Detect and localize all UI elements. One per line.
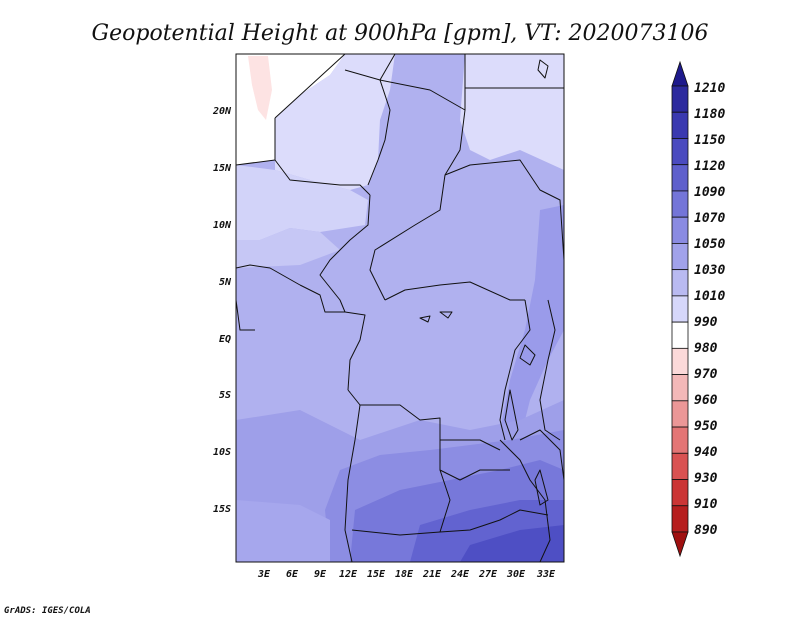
colorbar-segment <box>671 216 689 244</box>
colorbar-segment <box>671 243 689 271</box>
colorbar-label: 1090 <box>694 185 725 200</box>
lakes <box>419 59 549 506</box>
field-sahel-pale <box>236 228 340 268</box>
colorbar-label: 940 <box>694 445 718 460</box>
colorbar-label: 1030 <box>694 263 725 278</box>
lon-label-6E: 6E <box>286 569 299 580</box>
lon-label-30E: 30E <box>506 569 526 580</box>
colorbar-label: 970 <box>694 367 718 382</box>
colorbar-label: 1150 <box>694 133 725 148</box>
colorbar-segment <box>671 164 689 192</box>
colorbar-segment <box>671 269 689 297</box>
field-north-pale-east <box>460 54 564 170</box>
lon-label-21E: 21E <box>422 569 442 580</box>
lon-axis: 3E 6E 9E 12E 15E 18E 21E 24E 27E 30E 33E <box>257 569 556 580</box>
colorbar-label: 1050 <box>694 237 725 252</box>
lat-label-5S: 5S <box>219 390 231 401</box>
colorbar-label: 1120 <box>694 159 725 174</box>
colorbar-label: 1180 <box>694 107 725 122</box>
colorbar-label: 960 <box>694 393 718 408</box>
colorbar-segment <box>671 295 689 323</box>
colorbar-label: 910 <box>694 497 718 512</box>
lat-label-15N: 15N <box>213 163 232 174</box>
colorbar-label: 980 <box>694 341 718 356</box>
field-east-highland <box>500 205 564 440</box>
colorbar-label: 890 <box>694 523 718 538</box>
map-frame <box>235 53 565 563</box>
credit-text: GrADS: IGES/COLA <box>4 606 91 616</box>
lon-label-9E: 9E <box>314 569 327 580</box>
field-pink-spot <box>248 56 272 120</box>
field-south-5 <box>460 525 564 562</box>
lat-axis: 20N 15N 10N 5N EQ 5S 10S 15S <box>212 106 232 515</box>
field-west-pale <box>236 165 368 240</box>
lon-label-18E: 18E <box>395 569 414 580</box>
colorbar-segment <box>671 452 689 480</box>
colorbar-bottom-arrow <box>671 531 689 558</box>
colorbar-segment <box>671 374 689 402</box>
colorbar-label: 1070 <box>694 211 725 226</box>
colorbar-segment <box>671 479 689 507</box>
lat-label-10N: 10N <box>213 220 232 231</box>
lon-label-3E: 3E <box>257 569 271 580</box>
colorbar-segment <box>671 190 689 218</box>
lon-label-15E: 15E <box>367 569 386 580</box>
lat-label-5N: 5N <box>219 277 232 288</box>
colorbar-label: 990 <box>694 315 718 330</box>
colorbar-top-arrow <box>671 60 689 87</box>
figure-title: Geopotential Height at 900hPa [gpm], VT:… <box>92 21 709 46</box>
colorbar-segment <box>671 505 689 533</box>
colorbar-label: 1010 <box>694 289 725 304</box>
colorbar-segment <box>671 400 689 428</box>
colorbar-segment <box>671 85 689 113</box>
field-southwest-lighter <box>236 500 330 562</box>
colorbar-label: 930 <box>694 471 718 486</box>
colorbar-label: 950 <box>694 419 718 434</box>
colorbar-segment <box>671 138 689 166</box>
lon-label-12E: 12E <box>339 569 358 580</box>
lat-label-EQ: EQ <box>219 334 231 345</box>
colorbar-segment <box>671 426 689 454</box>
lon-label-24E: 24E <box>450 569 470 580</box>
map-panel <box>235 53 565 563</box>
colorbar-segment <box>671 321 689 349</box>
lat-label-20N: 20N <box>212 106 232 117</box>
colorbar: 1210 1180 1150 1120 1090 1070 1050 1030 1010 990 9… <box>671 60 725 558</box>
colorbar-label: 1210 <box>694 81 725 96</box>
lon-label-33E: 33E <box>536 569 556 580</box>
lat-label-15S: 15S <box>213 504 231 515</box>
lon-label-27E: 27E <box>478 569 498 580</box>
colorbar-segment <box>671 111 689 139</box>
field-north-pale <box>275 54 395 190</box>
lat-label-10S: 10S <box>213 447 231 458</box>
colorbar-segment <box>671 347 689 375</box>
